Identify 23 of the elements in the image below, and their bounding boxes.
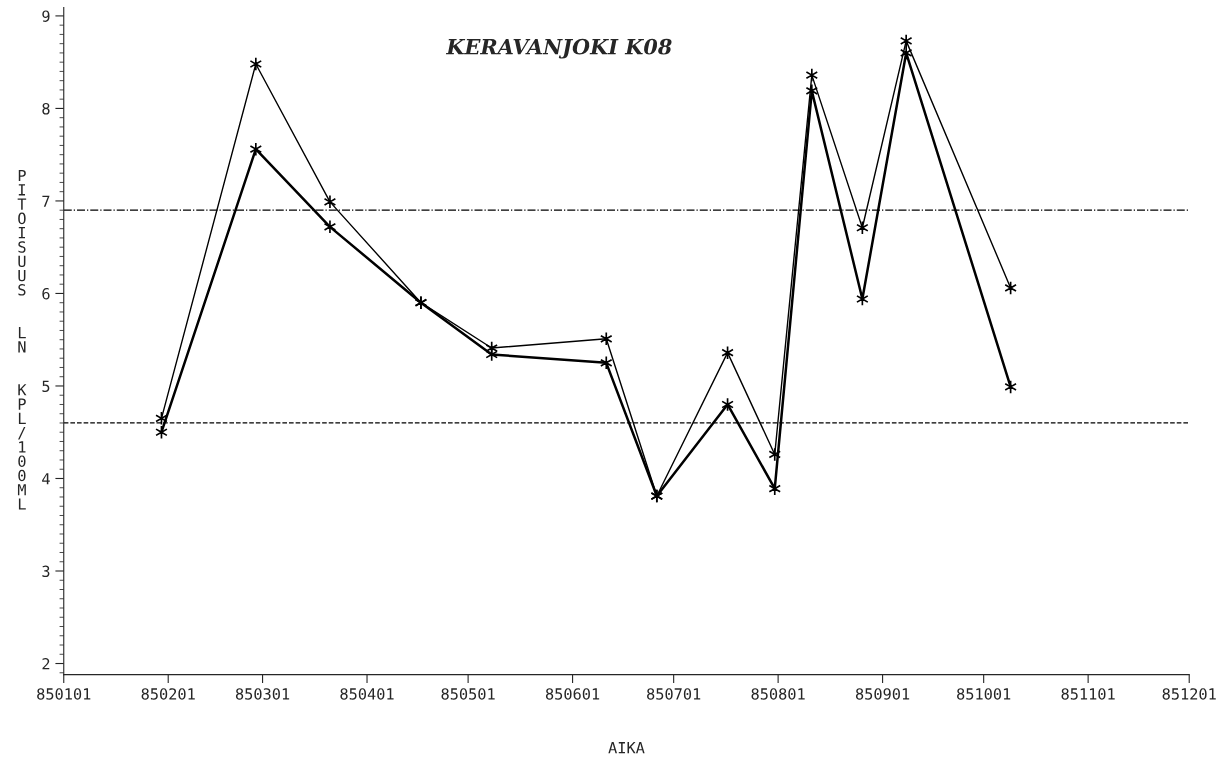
x-tick-label: 851201: [1162, 688, 1216, 700]
x-tick-label: 850701: [647, 688, 701, 700]
y-tick-label: 9: [42, 10, 50, 22]
x-tick-label: 851001: [957, 688, 1011, 700]
y-tick-label: 2: [42, 658, 50, 670]
x-tick-label: 850301: [235, 688, 290, 700]
y-tick-label: 4: [42, 473, 50, 485]
text: KERAVANJOKI K08: [445, 38, 672, 59]
y-tick-label: 3: [42, 565, 50, 578]
x-tick-label: 851101: [1061, 688, 1115, 700]
x-tick-label: 850501: [441, 688, 495, 700]
y-tick-label: 6: [42, 287, 50, 300]
x-tick-label: 850801: [751, 688, 805, 700]
x-tick-label: 850201: [141, 688, 195, 700]
y-tick-label: 7: [42, 195, 50, 207]
x-tick-label: 850101: [37, 688, 91, 700]
x-axis-title: AIKA: [608, 742, 645, 754]
x-tick-label: 850401: [340, 688, 394, 700]
text: PITOISUUS LN KPL/100ML: [17, 169, 27, 510]
x-tick-label: 850601: [545, 688, 600, 700]
y-tick-label: 8: [42, 102, 50, 115]
y-tick-label: 5: [42, 380, 50, 393]
x-tick-label: 850901: [855, 688, 910, 700]
